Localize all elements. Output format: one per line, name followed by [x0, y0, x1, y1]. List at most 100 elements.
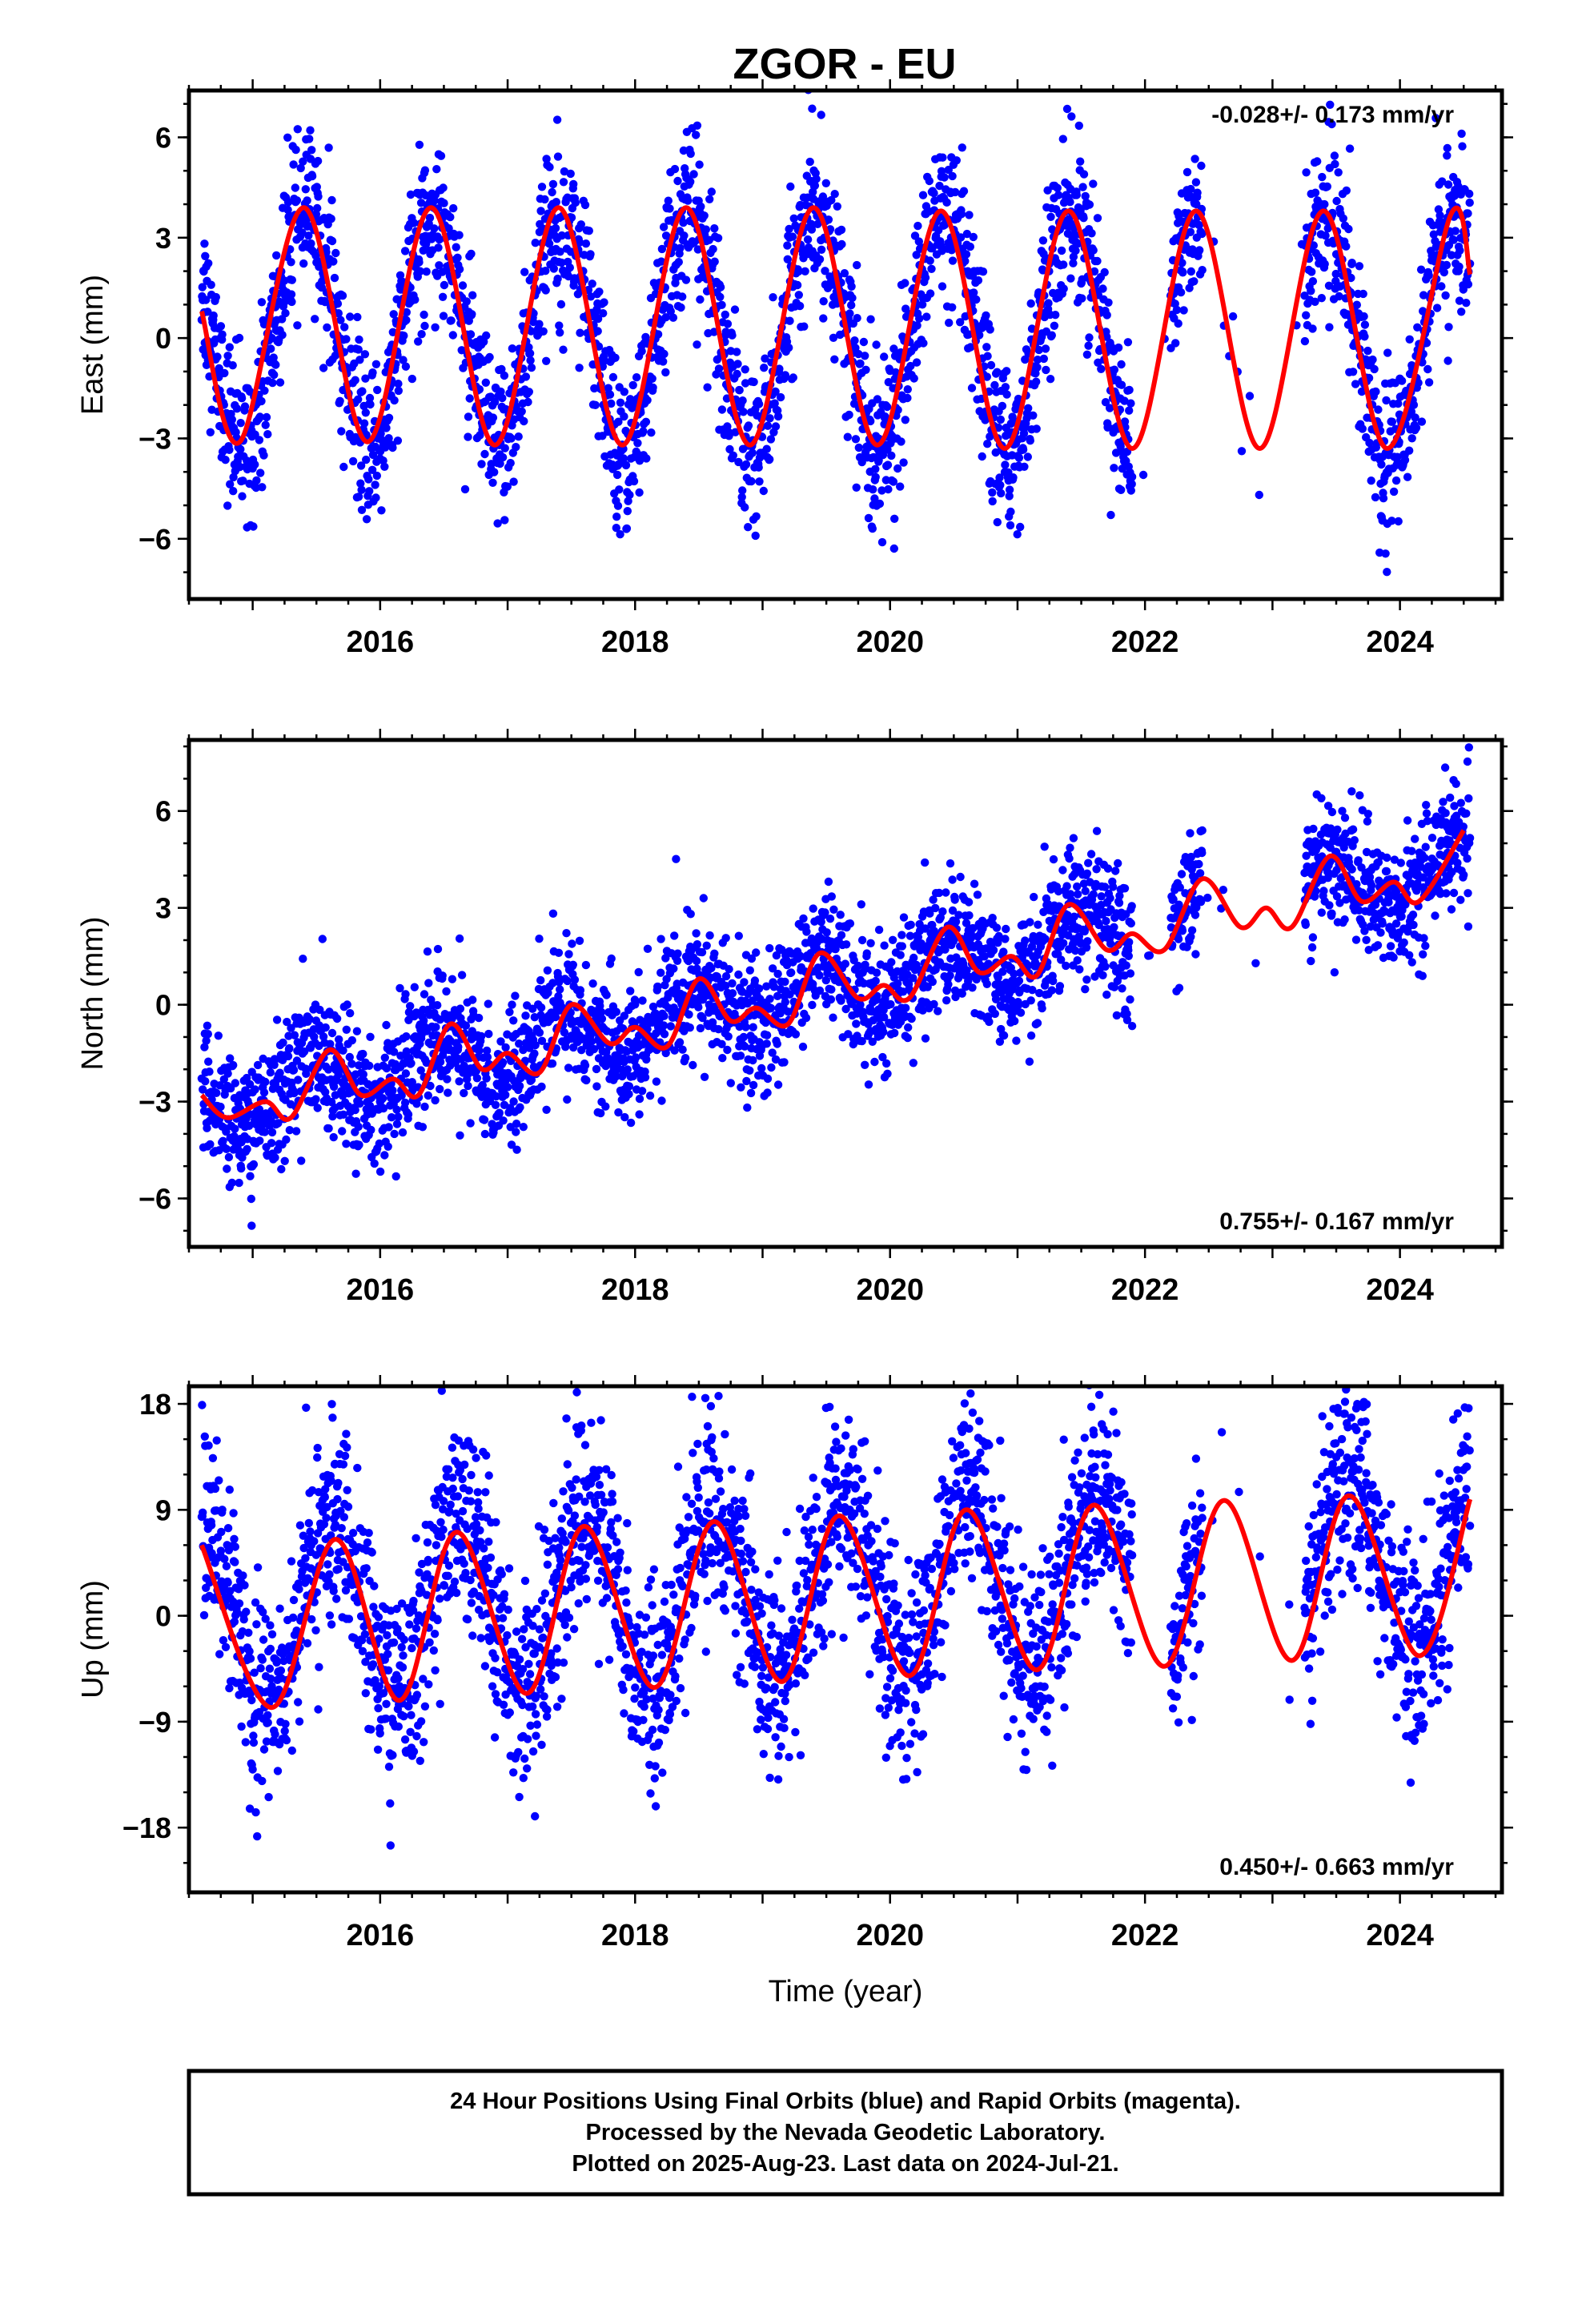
data-point	[620, 388, 628, 396]
data-point	[400, 1098, 410, 1108]
data-point	[1405, 446, 1414, 455]
data-point	[1076, 157, 1085, 166]
data-point	[1431, 114, 1440, 123]
data-point	[1127, 480, 1136, 489]
data-point	[700, 1072, 709, 1082]
data-point	[543, 966, 552, 975]
data-point	[786, 182, 795, 191]
data-point	[1441, 291, 1450, 300]
data-point	[656, 935, 665, 943]
data-point	[970, 288, 978, 297]
data-point	[1072, 191, 1082, 199]
data-point	[384, 413, 394, 422]
data-point	[822, 928, 831, 937]
data-point	[212, 1088, 221, 1098]
data-point	[327, 215, 335, 223]
data-point	[889, 973, 899, 982]
data-point	[221, 456, 230, 464]
data-point	[1443, 143, 1452, 153]
data-point	[733, 348, 741, 356]
data-point	[938, 907, 947, 916]
data-point	[1103, 422, 1113, 431]
data-point	[1186, 267, 1196, 276]
data-point	[394, 1112, 403, 1121]
data-point	[889, 544, 899, 553]
data-point	[1054, 191, 1063, 199]
data-point	[1120, 396, 1129, 405]
data-point	[1005, 485, 1014, 494]
data-point	[1327, 65, 1335, 73]
data-point	[362, 455, 371, 464]
data-point	[749, 1055, 757, 1065]
data-point	[906, 361, 915, 371]
data-point	[249, 1160, 259, 1169]
data-point	[488, 413, 498, 422]
data-point	[909, 374, 918, 383]
data-point	[1186, 227, 1195, 236]
data-point	[693, 340, 701, 349]
data-point	[926, 289, 935, 298]
data-point	[204, 259, 213, 267]
data-point	[229, 487, 238, 496]
data-point	[225, 445, 234, 454]
data-point	[397, 1091, 406, 1100]
data-point	[765, 995, 774, 1003]
data-point	[531, 1040, 540, 1050]
data-point	[637, 347, 646, 356]
data-point	[324, 1124, 333, 1133]
data-point	[856, 359, 865, 368]
data-point	[935, 181, 944, 191]
data-point	[515, 1039, 524, 1048]
data-point	[966, 933, 976, 943]
data-point	[796, 952, 805, 961]
data-point	[384, 1123, 393, 1132]
data-point	[729, 451, 737, 460]
data-point	[626, 1118, 636, 1128]
data-point	[313, 156, 323, 166]
data-point	[1126, 399, 1135, 408]
data-point	[982, 311, 990, 320]
y-tick-label: −3	[139, 422, 171, 455]
data-point	[635, 1110, 644, 1119]
data-point	[1371, 493, 1380, 502]
data-point	[588, 279, 596, 288]
data-point	[956, 233, 966, 242]
data-point	[721, 310, 729, 320]
data-point	[408, 374, 416, 384]
data-point	[535, 935, 544, 943]
data-point	[307, 146, 316, 155]
data-point	[556, 328, 564, 337]
data-point	[485, 352, 494, 362]
data-point	[575, 238, 584, 247]
data-point	[747, 476, 756, 486]
data-point	[353, 312, 362, 322]
data-point	[626, 987, 635, 995]
data-point	[382, 1020, 391, 1030]
data-point	[355, 356, 364, 364]
data-point	[1074, 239, 1082, 248]
data-point	[605, 390, 615, 399]
data-point	[730, 305, 740, 314]
data-point	[592, 1064, 601, 1074]
data-point	[995, 473, 1004, 482]
data-point	[602, 991, 611, 999]
data-point	[476, 1031, 486, 1041]
data-point	[906, 920, 915, 930]
data-point	[703, 383, 712, 392]
data-point	[431, 323, 440, 332]
data-point	[360, 350, 370, 359]
data-point	[294, 1076, 303, 1084]
data-point	[342, 1025, 351, 1035]
y-tick-label: −6	[139, 523, 171, 556]
data-point	[767, 1063, 776, 1072]
data-point	[235, 463, 244, 472]
data-point	[761, 1018, 770, 1027]
data-point	[552, 115, 562, 124]
data-point	[409, 219, 419, 227]
data-point	[372, 471, 381, 480]
data-point	[921, 858, 930, 867]
data-point	[570, 975, 580, 984]
data-point	[1006, 521, 1015, 530]
data-point	[759, 486, 768, 496]
data-point	[301, 185, 310, 194]
